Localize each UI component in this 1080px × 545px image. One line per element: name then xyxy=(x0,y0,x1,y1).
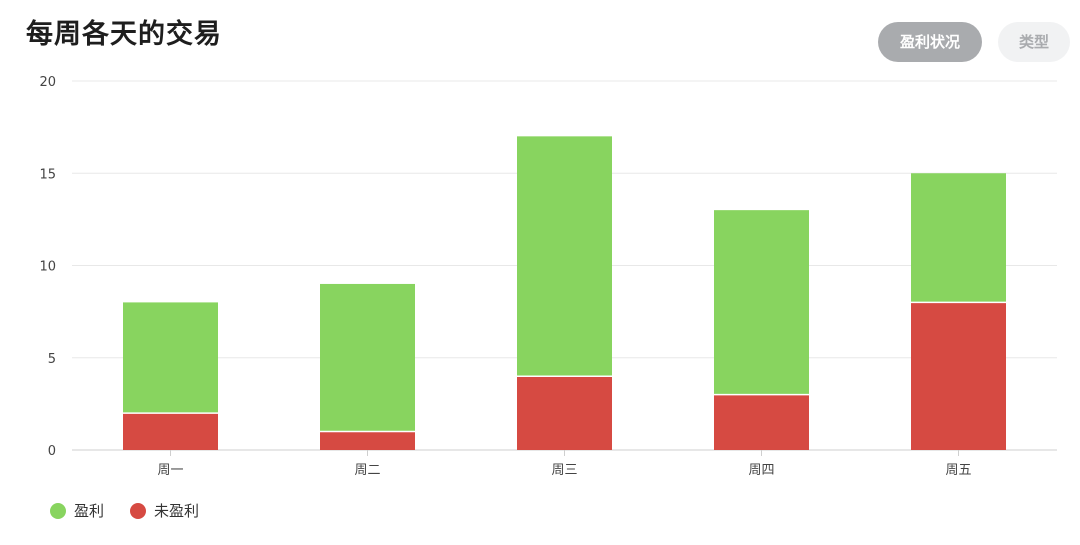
legend-item-profit[interactable]: 盈利 xyxy=(50,500,104,521)
x-tick-label: 周三 xyxy=(551,463,577,478)
bar-profit-0[interactable] xyxy=(123,302,218,414)
bar-nonprofit-2[interactable] xyxy=(517,376,612,450)
type-toggle-button[interactable]: 类型 xyxy=(998,22,1070,62)
y-tick-label: 0 xyxy=(48,444,56,459)
bar-profit-4[interactable] xyxy=(911,173,1006,303)
stacked-bar-chart: 0 5 10 15 20 周一 周二 周三 周四 周五 xyxy=(39,75,1057,478)
bar-nonprofit-4[interactable] xyxy=(911,302,1006,450)
bar-profit-3[interactable] xyxy=(714,210,809,395)
profit-status-toggle-button[interactable]: 盈利状况 xyxy=(878,22,982,62)
bar-nonprofit-1[interactable] xyxy=(320,431,415,450)
bar-profit-1[interactable] xyxy=(320,283,415,432)
legend-profit-label: 盈利 xyxy=(74,502,105,520)
y-tick-label: 15 xyxy=(39,167,56,182)
chart-legend: 盈利 未盈利 xyxy=(50,500,225,521)
x-tick-label: 周四 xyxy=(748,463,774,478)
y-tick-label: 10 xyxy=(39,260,56,275)
bar-profit-2[interactable] xyxy=(517,136,612,377)
chart-title: 每周各天的交易 xyxy=(26,19,222,50)
x-tick-label: 周一 xyxy=(157,463,183,478)
legend-nonprofit-label: 未盈利 xyxy=(154,502,200,520)
x-tick-label: 周五 xyxy=(945,463,971,478)
x-tick-label: 周二 xyxy=(354,463,380,478)
legend-profit-marker-icon xyxy=(50,502,66,519)
y-tick-label: 5 xyxy=(48,352,56,367)
legend-nonprofit-marker-icon xyxy=(130,502,147,519)
bar-nonprofit-3[interactable] xyxy=(714,394,809,450)
y-tick-label: 20 xyxy=(39,75,56,90)
bar-nonprofit-0[interactable] xyxy=(123,413,218,450)
legend-item-nonprofit[interactable]: 未盈利 xyxy=(130,500,199,521)
